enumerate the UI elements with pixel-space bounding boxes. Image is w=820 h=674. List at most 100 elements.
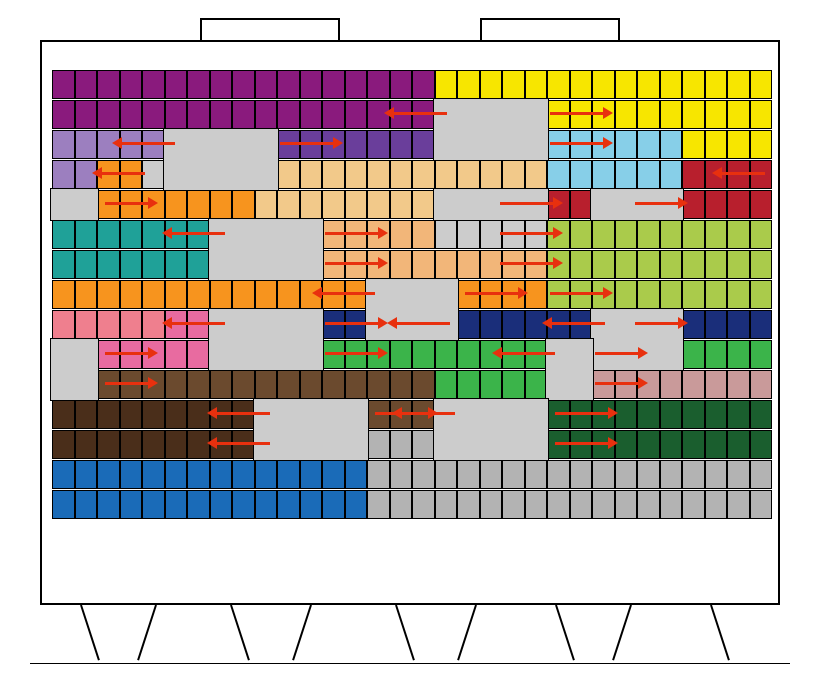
facade-cell — [255, 280, 278, 309]
facade-cell — [277, 370, 300, 399]
facade-cell — [457, 250, 480, 279]
overlay-block — [365, 278, 459, 341]
facade-cell — [637, 250, 660, 279]
facade-cell — [345, 130, 368, 159]
ground-band — [42, 520, 778, 603]
overlay-block — [208, 218, 325, 281]
facade-cell — [570, 490, 593, 519]
facade-cell — [390, 460, 413, 489]
facade-cell — [52, 70, 75, 99]
facade-cell — [705, 130, 728, 159]
facade-cell — [390, 130, 413, 159]
facade-cell — [480, 310, 503, 339]
facade-cell — [592, 250, 615, 279]
facade-cell — [660, 430, 683, 459]
piloti — [555, 605, 575, 661]
facade-cell — [502, 460, 525, 489]
roof-box — [480, 18, 620, 42]
facade-cell — [322, 460, 345, 489]
facade-cell — [300, 100, 323, 129]
facade-cell — [142, 400, 165, 429]
facade-cell — [660, 100, 683, 129]
facade-cell — [660, 220, 683, 249]
facade-cell — [210, 490, 233, 519]
facade-cell — [345, 370, 368, 399]
facade-cell — [187, 280, 210, 309]
facade-cell — [682, 160, 705, 189]
facade-cell — [480, 70, 503, 99]
facade-cell — [277, 280, 300, 309]
facade-cell — [682, 280, 705, 309]
facade-cell — [390, 490, 413, 519]
flow-arrow — [550, 322, 605, 325]
facade-cell — [390, 340, 413, 369]
facade-cell — [367, 190, 390, 219]
facade-cell — [210, 460, 233, 489]
facade-cell — [570, 190, 593, 219]
facade-cell — [390, 430, 413, 459]
facade-cell — [592, 220, 615, 249]
facade-cell — [165, 400, 188, 429]
facade-cell — [187, 490, 210, 519]
facade-cell — [637, 70, 660, 99]
facade-cell — [97, 100, 120, 129]
facade-cell — [525, 370, 548, 399]
flow-arrow — [105, 202, 150, 205]
facade-cell — [165, 370, 188, 399]
facade-cell — [480, 220, 503, 249]
facade-cell — [232, 190, 255, 219]
facade-cell — [547, 70, 570, 99]
facade-cell — [367, 460, 390, 489]
facade-cell — [390, 250, 413, 279]
facade-cell — [727, 130, 750, 159]
facade-cell — [660, 370, 683, 399]
facade-cell — [142, 160, 165, 189]
facade-cell — [615, 130, 638, 159]
facade-cell — [142, 280, 165, 309]
facade-cell — [435, 490, 458, 519]
facade-cell — [300, 460, 323, 489]
piloti — [80, 605, 100, 661]
facade-row — [52, 370, 772, 399]
facade-cell — [277, 490, 300, 519]
facade-cell — [727, 490, 750, 519]
facade-cell — [75, 310, 98, 339]
flow-arrow — [400, 412, 455, 415]
facade-cell — [637, 280, 660, 309]
facade-cell — [705, 340, 728, 369]
overlay-block — [253, 398, 370, 461]
piloti — [292, 605, 312, 661]
facade-cell — [390, 220, 413, 249]
facade-cell — [120, 430, 143, 459]
facade-cell — [97, 460, 120, 489]
facade-cell — [210, 100, 233, 129]
facade-cell — [660, 460, 683, 489]
facade-cell — [390, 190, 413, 219]
facade-cell — [120, 280, 143, 309]
facade-cell — [727, 460, 750, 489]
facade-cell — [300, 370, 323, 399]
facade-cell — [97, 430, 120, 459]
facade-cell — [750, 70, 773, 99]
facade-cell — [367, 70, 390, 99]
facade-cell — [570, 220, 593, 249]
facade-cell — [165, 490, 188, 519]
facade-cell — [705, 220, 728, 249]
facade-cell — [660, 490, 683, 519]
facade-cell — [705, 460, 728, 489]
facade-cell — [75, 70, 98, 99]
facade-cell — [637, 430, 660, 459]
facade-cell — [345, 490, 368, 519]
facade-cell — [682, 340, 705, 369]
flow-arrow — [105, 352, 150, 355]
facade-cell — [210, 280, 233, 309]
facade-cell — [705, 310, 728, 339]
facade-cell — [255, 370, 278, 399]
facade-cell — [187, 70, 210, 99]
facade-cell — [705, 250, 728, 279]
facade-cell — [322, 70, 345, 99]
facade-cell — [277, 160, 300, 189]
facade-cell — [390, 370, 413, 399]
facade-cell — [525, 160, 548, 189]
facade-cell — [120, 70, 143, 99]
